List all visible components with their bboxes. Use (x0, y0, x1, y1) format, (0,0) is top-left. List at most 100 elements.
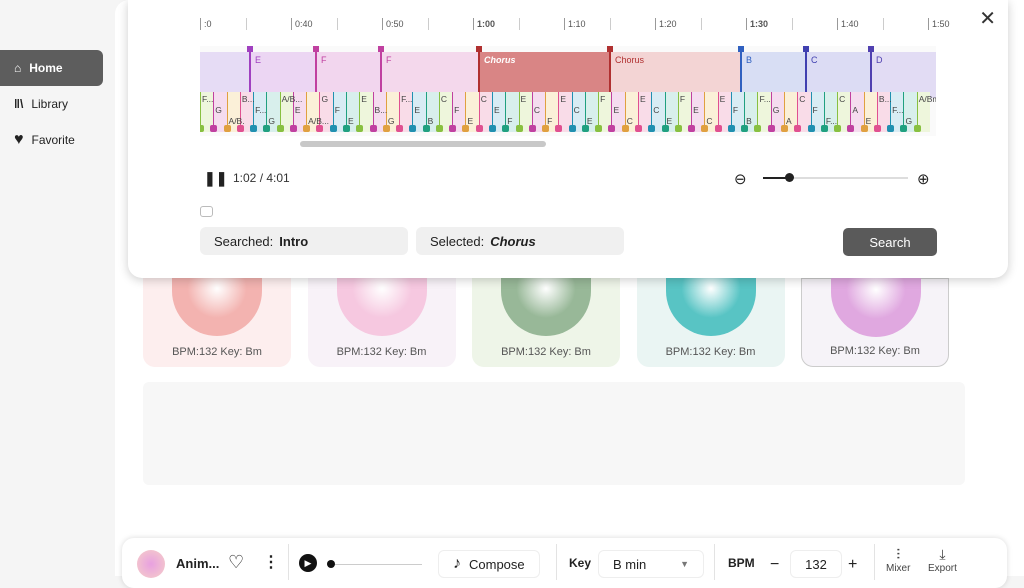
chord-handle[interactable] (343, 125, 350, 132)
section-marker[interactable] (476, 46, 482, 52)
chord-handle[interactable] (754, 125, 762, 132)
section-b[interactable]: B (738, 46, 805, 98)
chord-marker[interactable] (200, 92, 214, 132)
chord-handle[interactable] (555, 125, 563, 132)
chord-handle[interactable] (382, 125, 390, 132)
section-marker[interactable] (378, 46, 384, 52)
section-marker[interactable] (247, 46, 253, 52)
bpm-input[interactable]: 132 (790, 550, 842, 578)
section-f[interactable]: F (313, 46, 380, 98)
chord-handle[interactable] (714, 125, 722, 132)
song-card[interactable]: BPM:132 Key: Bm (801, 269, 949, 367)
section-c[interactable]: C (803, 46, 870, 98)
chord-handle[interactable] (887, 125, 895, 132)
chord-marker[interactable] (489, 92, 506, 132)
compose-button[interactable]: ♪ Compose (438, 550, 540, 578)
chord-marker[interactable] (648, 92, 665, 132)
chord-marker[interactable] (210, 92, 227, 132)
chord-handle[interactable] (316, 125, 324, 132)
chord-marker[interactable] (555, 92, 572, 132)
chord-handle[interactable] (860, 125, 868, 132)
chord-marker[interactable] (847, 92, 864, 132)
sidebar-item-library[interactable]: ‖\ Library (14, 97, 68, 111)
chord-handle[interactable] (581, 125, 589, 132)
pause-button[interactable]: ❚❚ (204, 170, 228, 186)
chord-marker[interactable] (820, 92, 838, 132)
chord-marker[interactable] (515, 92, 532, 132)
chord-handle[interactable] (462, 125, 470, 132)
chord-marker[interactable] (674, 92, 692, 132)
chord-marker[interactable] (369, 92, 386, 132)
chord-marker[interactable] (860, 92, 877, 132)
more-icon[interactable]: ⋮ (263, 554, 279, 571)
sidebar-item-home[interactable]: ⌂ Home (0, 50, 103, 86)
chord-marker[interactable] (635, 92, 652, 132)
chord-marker[interactable] (661, 92, 678, 132)
chord-handle[interactable] (873, 125, 881, 132)
section-chorus[interactable]: Chorus (607, 46, 740, 98)
key-select[interactable]: B min ▼ (598, 550, 704, 578)
chord-handle[interactable] (515, 125, 523, 132)
chord-marker[interactable] (834, 92, 851, 132)
chord-handle[interactable] (847, 125, 855, 132)
chord-marker[interactable] (382, 92, 400, 132)
chord-marker[interactable] (449, 92, 466, 132)
chord-handle[interactable] (661, 125, 669, 132)
section-marker[interactable] (868, 46, 874, 52)
chord-handle[interactable] (794, 125, 802, 132)
section-e[interactable]: E (247, 46, 315, 98)
mixer-button[interactable]: ⫶ Mixer (886, 546, 911, 574)
chord-handle[interactable] (781, 125, 788, 132)
chord-handle[interactable] (409, 125, 417, 132)
chord-marker[interactable] (887, 92, 904, 132)
chord-marker[interactable] (475, 92, 492, 132)
bpm-increment-button[interactable]: + (848, 556, 858, 573)
chord-marker[interactable] (781, 92, 798, 132)
zoom-slider[interactable] (763, 173, 908, 182)
chord-marker[interactable] (263, 92, 280, 132)
search-button[interactable]: Search (843, 228, 937, 256)
chord-handle[interactable] (913, 125, 921, 132)
section-marker[interactable] (313, 46, 319, 52)
close-icon[interactable]: ✕ (979, 8, 996, 30)
sidebar-item-favorite[interactable]: ♥ Favorite (14, 131, 75, 148)
chord-handle[interactable] (820, 125, 828, 132)
chord-marker[interactable] (343, 92, 360, 132)
chord-marker[interactable] (236, 92, 254, 132)
chord-handle[interactable] (329, 125, 337, 132)
chord-handle[interactable] (528, 125, 536, 132)
chord-marker[interactable] (422, 92, 439, 132)
zoom-in-icon[interactable]: ⊕ (917, 171, 930, 188)
chord-handle[interactable] (595, 125, 603, 132)
timeline-scrollbar[interactable] (300, 141, 546, 147)
zoom-out-icon[interactable]: ⊖ (734, 171, 747, 188)
chord-marker[interactable] (409, 92, 426, 132)
chord-handle[interactable] (356, 125, 364, 132)
chord-handle[interactable] (250, 125, 258, 132)
chord-marker[interactable] (329, 92, 346, 132)
chord-handle[interactable] (303, 125, 311, 132)
song-card[interactable]: BPM:132 Key: Bm (143, 268, 291, 367)
zoom-slider-thumb[interactable] (785, 173, 794, 182)
chord-marker[interactable] (608, 92, 625, 132)
export-button[interactable]: ⤓ Export (928, 546, 957, 574)
chord-marker[interactable] (276, 92, 293, 132)
chord-handle[interactable] (568, 125, 576, 132)
chord-handle[interactable] (807, 125, 815, 132)
chord-marker[interactable] (714, 92, 731, 132)
chord-handle[interactable] (834, 125, 842, 132)
chord-marker[interactable] (528, 92, 546, 132)
song-card[interactable]: BPM:132 Key: Bm (636, 268, 785, 367)
section-marker[interactable] (738, 46, 744, 52)
chord-handle[interactable] (608, 125, 616, 132)
chord-handle[interactable] (542, 125, 550, 132)
chord-marker[interactable] (741, 92, 758, 132)
bpm-decrement-button[interactable]: − (770, 556, 780, 573)
chord-handle[interactable] (767, 125, 775, 132)
chord-marker[interactable] (595, 92, 612, 132)
chord-handle[interactable] (621, 125, 629, 132)
chord-handle[interactable] (727, 125, 735, 132)
chord-marker[interactable] (727, 92, 745, 132)
chord-handle[interactable] (489, 125, 496, 132)
chord-handle[interactable] (200, 125, 204, 132)
